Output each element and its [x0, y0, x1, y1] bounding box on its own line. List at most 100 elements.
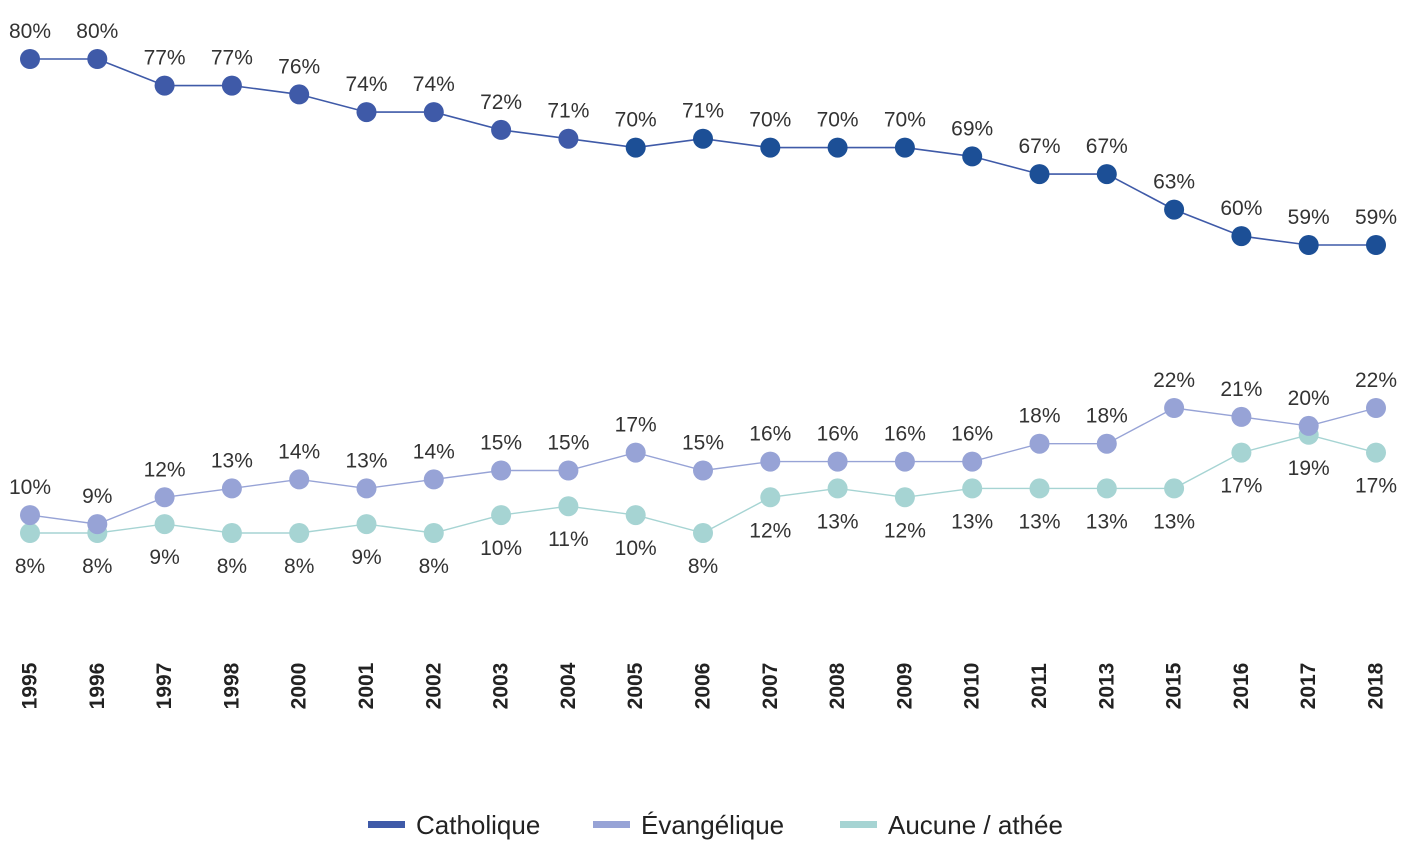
value-label-catholique-2015: 63% — [1153, 171, 1195, 194]
point-catholique-2000 — [289, 84, 310, 105]
value-label-aucune-athee-2010: 13% — [951, 510, 993, 533]
point-aucune-athee-1997 — [154, 514, 175, 535]
x-tick-label-2008: 2008 — [826, 662, 849, 709]
point-aucune-athee-2006 — [693, 523, 713, 543]
legend-item-catholique: Catholique — [368, 810, 540, 840]
value-label-catholique-2017: 59% — [1288, 206, 1330, 229]
point-aucune-athee-2016 — [1231, 442, 1252, 463]
x-tick-label-2006: 2006 — [692, 663, 715, 710]
point-catholique-2008 — [827, 137, 848, 158]
value-label-aucune-athee-2008: 13% — [817, 510, 859, 533]
legend-swatch-evangelique — [593, 821, 630, 828]
point-catholique-1998 — [221, 75, 242, 96]
value-label-evangelique-1997: 12% — [144, 458, 186, 481]
x-tick-label-2000: 2000 — [288, 663, 311, 710]
point-catholique-2002 — [423, 102, 444, 123]
value-labels: 80% 80% 77% 77% 76% 74% 74% 72% 71% 70% 71% 70% 70% 7… — [9, 20, 1397, 578]
legend-swatch-aucune-athee — [840, 821, 877, 828]
value-label-aucune-athee-2005: 10% — [615, 537, 657, 560]
x-tick-label-2011: 2011 — [1028, 663, 1051, 709]
value-label-evangelique-2017: 20% — [1288, 387, 1330, 410]
value-label-catholique-2007: 70% — [749, 109, 791, 132]
point-catholique-2015 — [1164, 199, 1185, 220]
point-aucune-athee-2001 — [356, 514, 377, 535]
value-label-catholique-2003: 72% — [480, 91, 522, 114]
legend-item-evangelique: Évangélique — [593, 810, 784, 840]
value-label-aucune-athee-1997: 9% — [149, 546, 179, 569]
point-evangelique-2017 — [1298, 415, 1319, 436]
value-label-aucune-athee-2007: 12% — [749, 519, 791, 542]
value-label-aucune-athee-1996: 8% — [82, 555, 112, 578]
point-evangelique-2018 — [1366, 398, 1386, 418]
x-tick-label-2017: 2017 — [1297, 663, 1320, 710]
value-label-evangelique-2011: 18% — [1018, 405, 1060, 428]
value-label-catholique-2000: 76% — [278, 55, 320, 78]
value-label-evangelique-2002: 14% — [413, 440, 455, 463]
value-label-evangelique-1998: 13% — [211, 449, 253, 472]
point-evangelique-2000 — [289, 469, 310, 490]
value-label-aucune-athee-2002: 8% — [419, 555, 449, 578]
point-catholique-2011 — [1029, 164, 1050, 185]
point-evangelique-2015 — [1164, 398, 1185, 418]
value-label-aucune-athee-2003: 10% — [480, 537, 522, 560]
value-label-catholique-1998: 77% — [211, 47, 253, 70]
point-evangelique-2004 — [558, 460, 579, 481]
point-aucune-athee-2018 — [1366, 442, 1386, 463]
x-tick-label-2007: 2007 — [759, 663, 782, 710]
x-tick-label-2005: 2005 — [624, 662, 647, 709]
point-catholique-2005 — [625, 137, 646, 158]
value-label-aucune-athee-2004: 11% — [548, 528, 588, 551]
value-label-catholique-2008: 70% — [817, 109, 859, 132]
legend-label-catholique: Catholique — [416, 810, 540, 840]
point-evangelique-1995 — [20, 505, 40, 526]
point-catholique-2013 — [1096, 164, 1117, 185]
value-label-evangelique-2009: 16% — [884, 423, 926, 446]
point-evangelique-2001 — [356, 478, 377, 499]
value-label-evangelique-2010: 16% — [951, 423, 993, 446]
point-catholique-2004 — [558, 128, 579, 149]
point-catholique-1995 — [20, 49, 40, 69]
x-tick-label-2018: 2018 — [1365, 662, 1388, 709]
point-catholique-2009 — [894, 137, 915, 158]
point-catholique-2016 — [1231, 226, 1252, 247]
value-label-evangelique-2005: 17% — [615, 414, 657, 437]
point-catholique-2006 — [693, 128, 713, 149]
value-label-evangelique-1996: 9% — [82, 485, 112, 508]
point-catholique-2018 — [1366, 235, 1386, 255]
point-aucune-athee-2013 — [1096, 478, 1117, 499]
x-tick-label-2015: 2015 — [1163, 662, 1186, 709]
x-tick-label-1998: 1998 — [220, 662, 243, 709]
point-aucune-athee-2002 — [423, 523, 444, 543]
x-tick-label-2003: 2003 — [490, 663, 513, 710]
point-evangelique-2002 — [423, 469, 444, 490]
legend-label-aucune-athee: Aucune / athée — [888, 810, 1063, 840]
point-evangelique-2003 — [491, 460, 512, 481]
value-label-aucune-athee-1995: 8% — [15, 555, 45, 578]
point-aucune-athee-2003 — [491, 505, 512, 526]
value-label-aucune-athee-2016: 17% — [1220, 475, 1262, 498]
value-label-catholique-2001: 74% — [345, 73, 387, 96]
value-label-aucune-athee-2018: 17% — [1355, 475, 1397, 498]
x-tick-label-2009: 2009 — [893, 663, 916, 710]
value-label-evangelique-2006: 15% — [682, 432, 724, 455]
point-evangelique-1998 — [221, 478, 242, 499]
legend-item-aucune-athee: Aucune / athée — [840, 810, 1063, 840]
value-label-aucune-athee-1998: 8% — [217, 555, 247, 578]
value-label-catholique-2005: 70% — [615, 109, 657, 132]
point-evangelique-2010 — [962, 451, 983, 472]
point-aucune-athee-2007 — [760, 487, 781, 508]
x-tick-label-2016: 2016 — [1230, 663, 1253, 710]
value-label-aucune-athee-2001: 9% — [351, 546, 381, 569]
point-evangelique-2008 — [827, 451, 848, 472]
point-catholique-1996 — [87, 49, 108, 69]
value-label-evangelique-2000: 14% — [278, 440, 320, 463]
value-label-catholique-2004: 71% — [547, 100, 589, 123]
point-aucune-athee-2005 — [625, 505, 646, 526]
value-label-aucune-athee-2011: 13% — [1018, 510, 1060, 533]
value-label-evangelique-2015: 22% — [1153, 369, 1195, 392]
point-catholique-2003 — [491, 119, 512, 140]
point-evangelique-2011 — [1029, 433, 1050, 454]
value-label-catholique-2011: 67% — [1018, 135, 1060, 158]
